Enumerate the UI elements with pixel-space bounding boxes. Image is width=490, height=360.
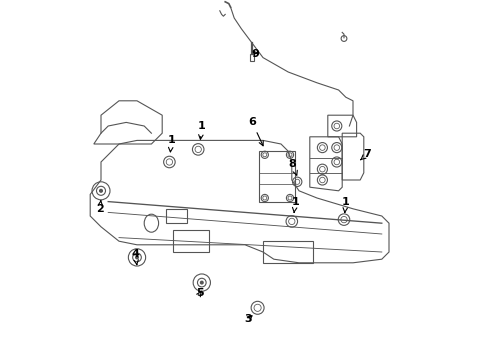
Text: 4: 4: [131, 249, 139, 265]
Text: 1: 1: [167, 135, 175, 152]
Text: 5: 5: [196, 288, 204, 298]
Circle shape: [99, 189, 102, 192]
Text: 1: 1: [292, 197, 299, 212]
Bar: [173, 230, 209, 252]
Text: 1: 1: [198, 121, 206, 139]
Text: 8: 8: [289, 159, 297, 175]
Text: 6: 6: [248, 117, 263, 146]
Bar: [259, 151, 295, 202]
Text: 1: 1: [342, 197, 350, 212]
Circle shape: [200, 281, 203, 284]
Bar: [166, 209, 187, 223]
Bar: [250, 54, 254, 61]
Bar: [263, 241, 314, 263]
Text: 2: 2: [96, 201, 104, 214]
Text: 3: 3: [245, 314, 252, 324]
Text: 7: 7: [361, 149, 371, 160]
Text: 9: 9: [252, 49, 260, 59]
Circle shape: [136, 256, 138, 259]
